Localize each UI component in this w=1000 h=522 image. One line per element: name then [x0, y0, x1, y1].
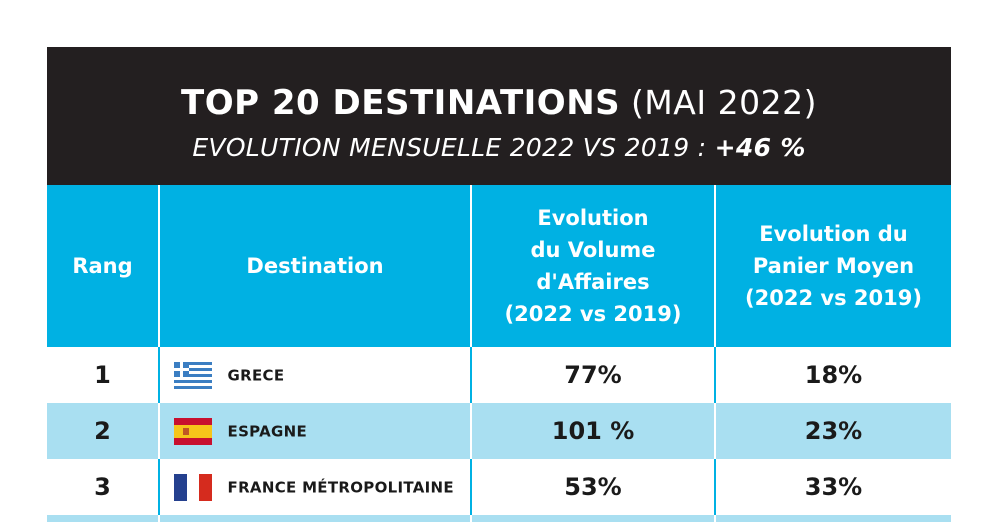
table-header-row: Rang Destination Evolution du Volume d'A… — [47, 185, 951, 347]
table-row: 2 ESPAGNE 101 % 23% — [47, 403, 951, 459]
basket-header-line: Evolution du — [759, 222, 908, 246]
basket-cell: 33% — [804, 473, 863, 501]
table-row-partial — [47, 515, 951, 522]
volume-header-line: Evolution — [537, 206, 649, 230]
table-row: 3 FRANCE MÉTROPOLITAINE 53% 33% — [47, 459, 951, 515]
france-flag-icon — [174, 473, 212, 501]
page-subtitle: EVOLUTION MENSUELLE 2022 VS 2019 : +46 % — [47, 133, 951, 162]
destination-cell: GRECE — [159, 347, 472, 403]
destination-name: GRECE — [227, 366, 285, 384]
volume-header-line: d'Affaires — [536, 270, 650, 294]
destination-cell: ESPAGNE — [159, 403, 472, 459]
rank-cell: 3 — [47, 459, 160, 515]
volume-header-line: (2022 vs 2019) — [504, 302, 682, 326]
basket-cell: 18% — [804, 361, 863, 389]
basket-header-line: Panier Moyen — [752, 254, 915, 278]
spain-flag-icon — [174, 417, 212, 445]
rank-cell: 2 — [47, 403, 160, 459]
table-row: 1 GREC — [47, 347, 951, 403]
greece-flag-icon — [174, 361, 212, 389]
rank-cell: 1 — [47, 347, 160, 403]
column-header-basket: Evolution du Panier Moyen (2022 vs 2019) — [715, 185, 951, 347]
title-period: (MAI 2022) — [630, 83, 817, 122]
column-header-rank: Rang — [47, 185, 160, 347]
volume-cell: 77% — [471, 347, 716, 403]
infographic-header: TOP 20 DESTINATIONS (MAI 2022) EVOLUTION… — [47, 47, 951, 185]
column-header-destination: Destination — [159, 185, 472, 347]
column-header-volume: Evolution du Volume d'Affaires (2022 vs … — [471, 185, 716, 347]
empty-cell — [471, 515, 716, 522]
empty-cell — [47, 515, 160, 522]
subtitle-value: +46 % — [714, 133, 806, 162]
basket-cell: 23% — [715, 403, 951, 459]
title-main: TOP 20 DESTINATIONS — [181, 83, 621, 123]
volume-cell: 53% — [471, 459, 716, 515]
basket-header-line: (2022 vs 2019) — [745, 286, 922, 310]
destination-name: FRANCE MÉTROPOLITAINE — [227, 478, 454, 496]
empty-cell — [159, 515, 472, 522]
page-title: TOP 20 DESTINATIONS (MAI 2022) — [47, 81, 951, 123]
destinations-infographic: TOP 20 DESTINATIONS (MAI 2022) EVOLUTION… — [47, 47, 951, 522]
empty-cell — [715, 515, 951, 522]
volume-cell: 101 % — [471, 403, 716, 459]
destination-cell: FRANCE MÉTROPOLITAINE — [159, 459, 472, 515]
destinations-table: Rang Destination Evolution du Volume d'A… — [47, 185, 951, 522]
subtitle-label: EVOLUTION MENSUELLE 2022 VS 2019 : — [192, 133, 715, 162]
destination-name: ESPAGNE — [227, 422, 308, 440]
volume-header-line: du Volume — [530, 238, 656, 262]
